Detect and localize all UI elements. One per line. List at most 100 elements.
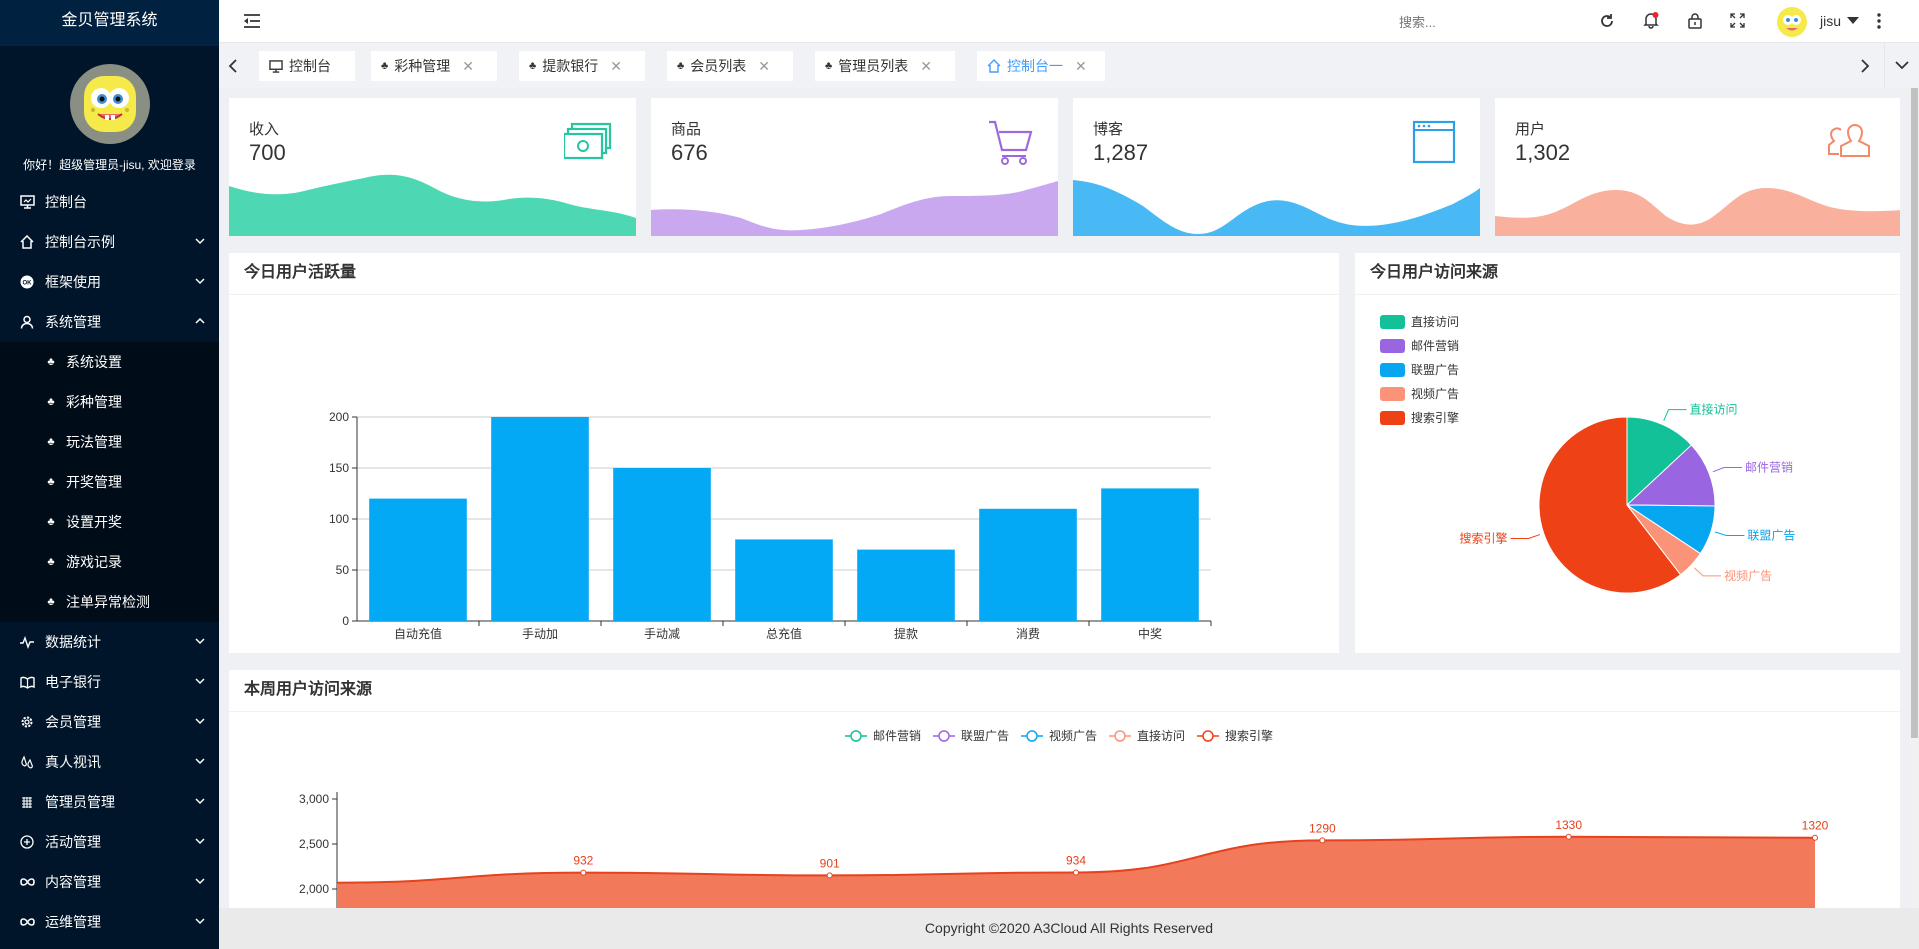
sidebar-item-dashboard-examples[interactable]: 控制台示例 [0, 222, 219, 262]
x-tick-label: 手动加 [522, 627, 558, 641]
pie-label: 联盟广告 [1747, 529, 1795, 543]
chevron-up-icon [195, 317, 205, 324]
stat-label: 商品 [671, 121, 702, 138]
top-bar: jisu [219, 0, 1919, 43]
legend-label: 邮件营销 [1411, 339, 1459, 353]
blogs-sparkline [1073, 180, 1480, 236]
chevron-down-icon [195, 718, 205, 725]
sidebar-item-activities[interactable]: 活动管理 [0, 822, 219, 862]
sidebar-subitem-label: 设置开奖 [66, 514, 122, 530]
palm-icon: ♣ [47, 476, 55, 488]
users-sparkline [1495, 188, 1900, 236]
sidebar-item-live-video[interactable]: 真人视讯 [0, 742, 219, 782]
y-tick-label: 0 [342, 614, 349, 628]
sidebar-subitem-bet-anomaly[interactable]: ♣ 注单异常检测 [0, 582, 219, 622]
bell-icon[interactable] [1642, 11, 1660, 29]
chevron-down-icon [195, 638, 205, 645]
x-tick-label: 总充值 [766, 626, 802, 641]
tab-lottery-types[interactable]: ♣ 彩种管理 ✕ [371, 51, 497, 81]
pie-slice [1538, 416, 1682, 594]
money-icon [564, 122, 612, 160]
chevron-left-icon[interactable] [228, 59, 238, 73]
more-vertical-icon[interactable] [1876, 13, 1882, 29]
sidebar-subitem-label: 注单异常检测 [66, 594, 150, 610]
sidebar-item-admins[interactable]: 管理员管理 [0, 782, 219, 822]
sidebar-item-label: 真人视讯 [45, 754, 101, 770]
refresh-icon[interactable] [1599, 13, 1615, 29]
close-icon[interactable]: ✕ [920, 57, 932, 74]
y-tick-label: 100 [329, 512, 349, 526]
sidebar-item-framework[interactable]: OK 框架使用 [0, 262, 219, 302]
user-avatar[interactable] [1777, 7, 1807, 37]
x-tick-label: 消费 [1016, 627, 1040, 641]
stat-label: 博客 [1093, 121, 1124, 138]
bar [491, 417, 589, 621]
sidebar-item-system[interactable]: 系统管理 [0, 302, 219, 342]
tabs-dropdown-button[interactable] [1884, 43, 1919, 88]
legend-label: 视频广告 [1049, 728, 1097, 743]
x-tick-label: 提款 [894, 626, 918, 641]
ok-badge-icon: OK [19, 274, 35, 290]
data-point [1073, 869, 1079, 876]
sidebar-item-dashboard[interactable]: 控制台 [0, 182, 219, 222]
legend-swatch [1380, 363, 1405, 377]
tab-dashboard[interactable]: 控制台 [259, 51, 355, 81]
search-input[interactable] [1399, 10, 1519, 34]
tab-dashboard-one[interactable]: 控制台一 ✕ [977, 51, 1105, 81]
username-label[interactable]: jisu [1820, 13, 1842, 29]
sidebar-item-statistics[interactable]: 数据统计 [0, 622, 219, 662]
close-icon[interactable]: ✕ [758, 57, 770, 74]
data-point [1812, 834, 1818, 841]
tabs-bar: 控制台 ♣ 彩种管理 ✕ ♣ 提款银行 ✕ ♣ 会员列表 ✕ ♣ 管理员列表 ✕… [219, 43, 1919, 88]
legend-label: 视频广告 [1411, 386, 1459, 401]
source-panel: 今日用户访问来源 直接访问 邮件营销 联盟广告 视频广告 搜索引擎 直接访问 邮件营销 联盟广… [1355, 253, 1900, 653]
sidebar-item-label: 运维管理 [45, 914, 101, 930]
sidebar-subitem-draw-management[interactable]: ♣ 开奖管理 [0, 462, 219, 502]
tab-label: 彩种管理 [394, 58, 451, 74]
sidebar-item-operations[interactable]: 运维管理 [0, 902, 219, 942]
sidebar-item-e-bank[interactable]: 电子银行 [0, 662, 219, 702]
browser-icon [1412, 120, 1456, 164]
pie-label-line [1510, 534, 1541, 539]
chevron-down-icon [195, 278, 205, 285]
tab-withdraw-banks[interactable]: ♣ 提款银行 ✕ [519, 51, 645, 81]
y-tick-label: 150 [329, 461, 349, 475]
sidebar-subitem-lottery-types[interactable]: ♣ 彩种管理 [0, 382, 219, 422]
close-icon[interactable]: ✕ [610, 57, 622, 74]
data-point [1565, 833, 1572, 840]
lock-icon[interactable] [1687, 12, 1703, 29]
avatar-image-icon [83, 76, 136, 132]
close-icon[interactable]: ✕ [462, 57, 474, 74]
data-label: 901 [820, 856, 840, 870]
pie-label-line [1693, 567, 1722, 577]
pie-label-line [1714, 531, 1745, 537]
chevron-right-icon[interactable] [1860, 59, 1870, 73]
close-icon[interactable]: ✕ [1075, 57, 1087, 74]
sidebar-subitem-system-settings[interactable]: ♣ 系统设置 [0, 342, 219, 382]
avatar-section: 你好！超级管理员-jisu, 欢迎登录 [0, 46, 219, 173]
legend-marker [938, 730, 950, 742]
fullscreen-icon[interactable] [1730, 13, 1745, 28]
tab-admin-list[interactable]: ♣ 管理员列表 ✕ [815, 51, 955, 81]
sidebar-item-members[interactable]: 会员管理 [0, 702, 219, 742]
tab-member-list[interactable]: ♣ 会员列表 ✕ [667, 51, 793, 81]
scrollbar-thumb[interactable] [1911, 88, 1918, 738]
chevron-down-icon [195, 798, 205, 805]
plus-circle-icon [19, 834, 35, 850]
sidebar-subitem-set-draw[interactable]: ♣ 设置开奖 [0, 502, 219, 542]
data-point [826, 872, 833, 879]
sidebar-item-label: 框架使用 [45, 274, 101, 290]
sidebar-subitem-game-records[interactable]: ♣ 游戏记录 [0, 542, 219, 582]
data-label: 1330 [1555, 818, 1582, 832]
caret-down-icon[interactable] [1847, 17, 1859, 25]
pulse-icon [19, 634, 35, 650]
infinity-icon [19, 914, 35, 930]
sidebar-item-content[interactable]: 内容管理 [0, 862, 219, 902]
sidebar-subitem-play-rules[interactable]: ♣ 玩法管理 [0, 422, 219, 462]
users-icon [1828, 124, 1870, 157]
menu-fold-icon[interactable] [243, 12, 261, 30]
bar [1101, 488, 1199, 621]
sidebar-subitem-label: 开奖管理 [66, 474, 122, 490]
avatar[interactable] [69, 64, 150, 144]
